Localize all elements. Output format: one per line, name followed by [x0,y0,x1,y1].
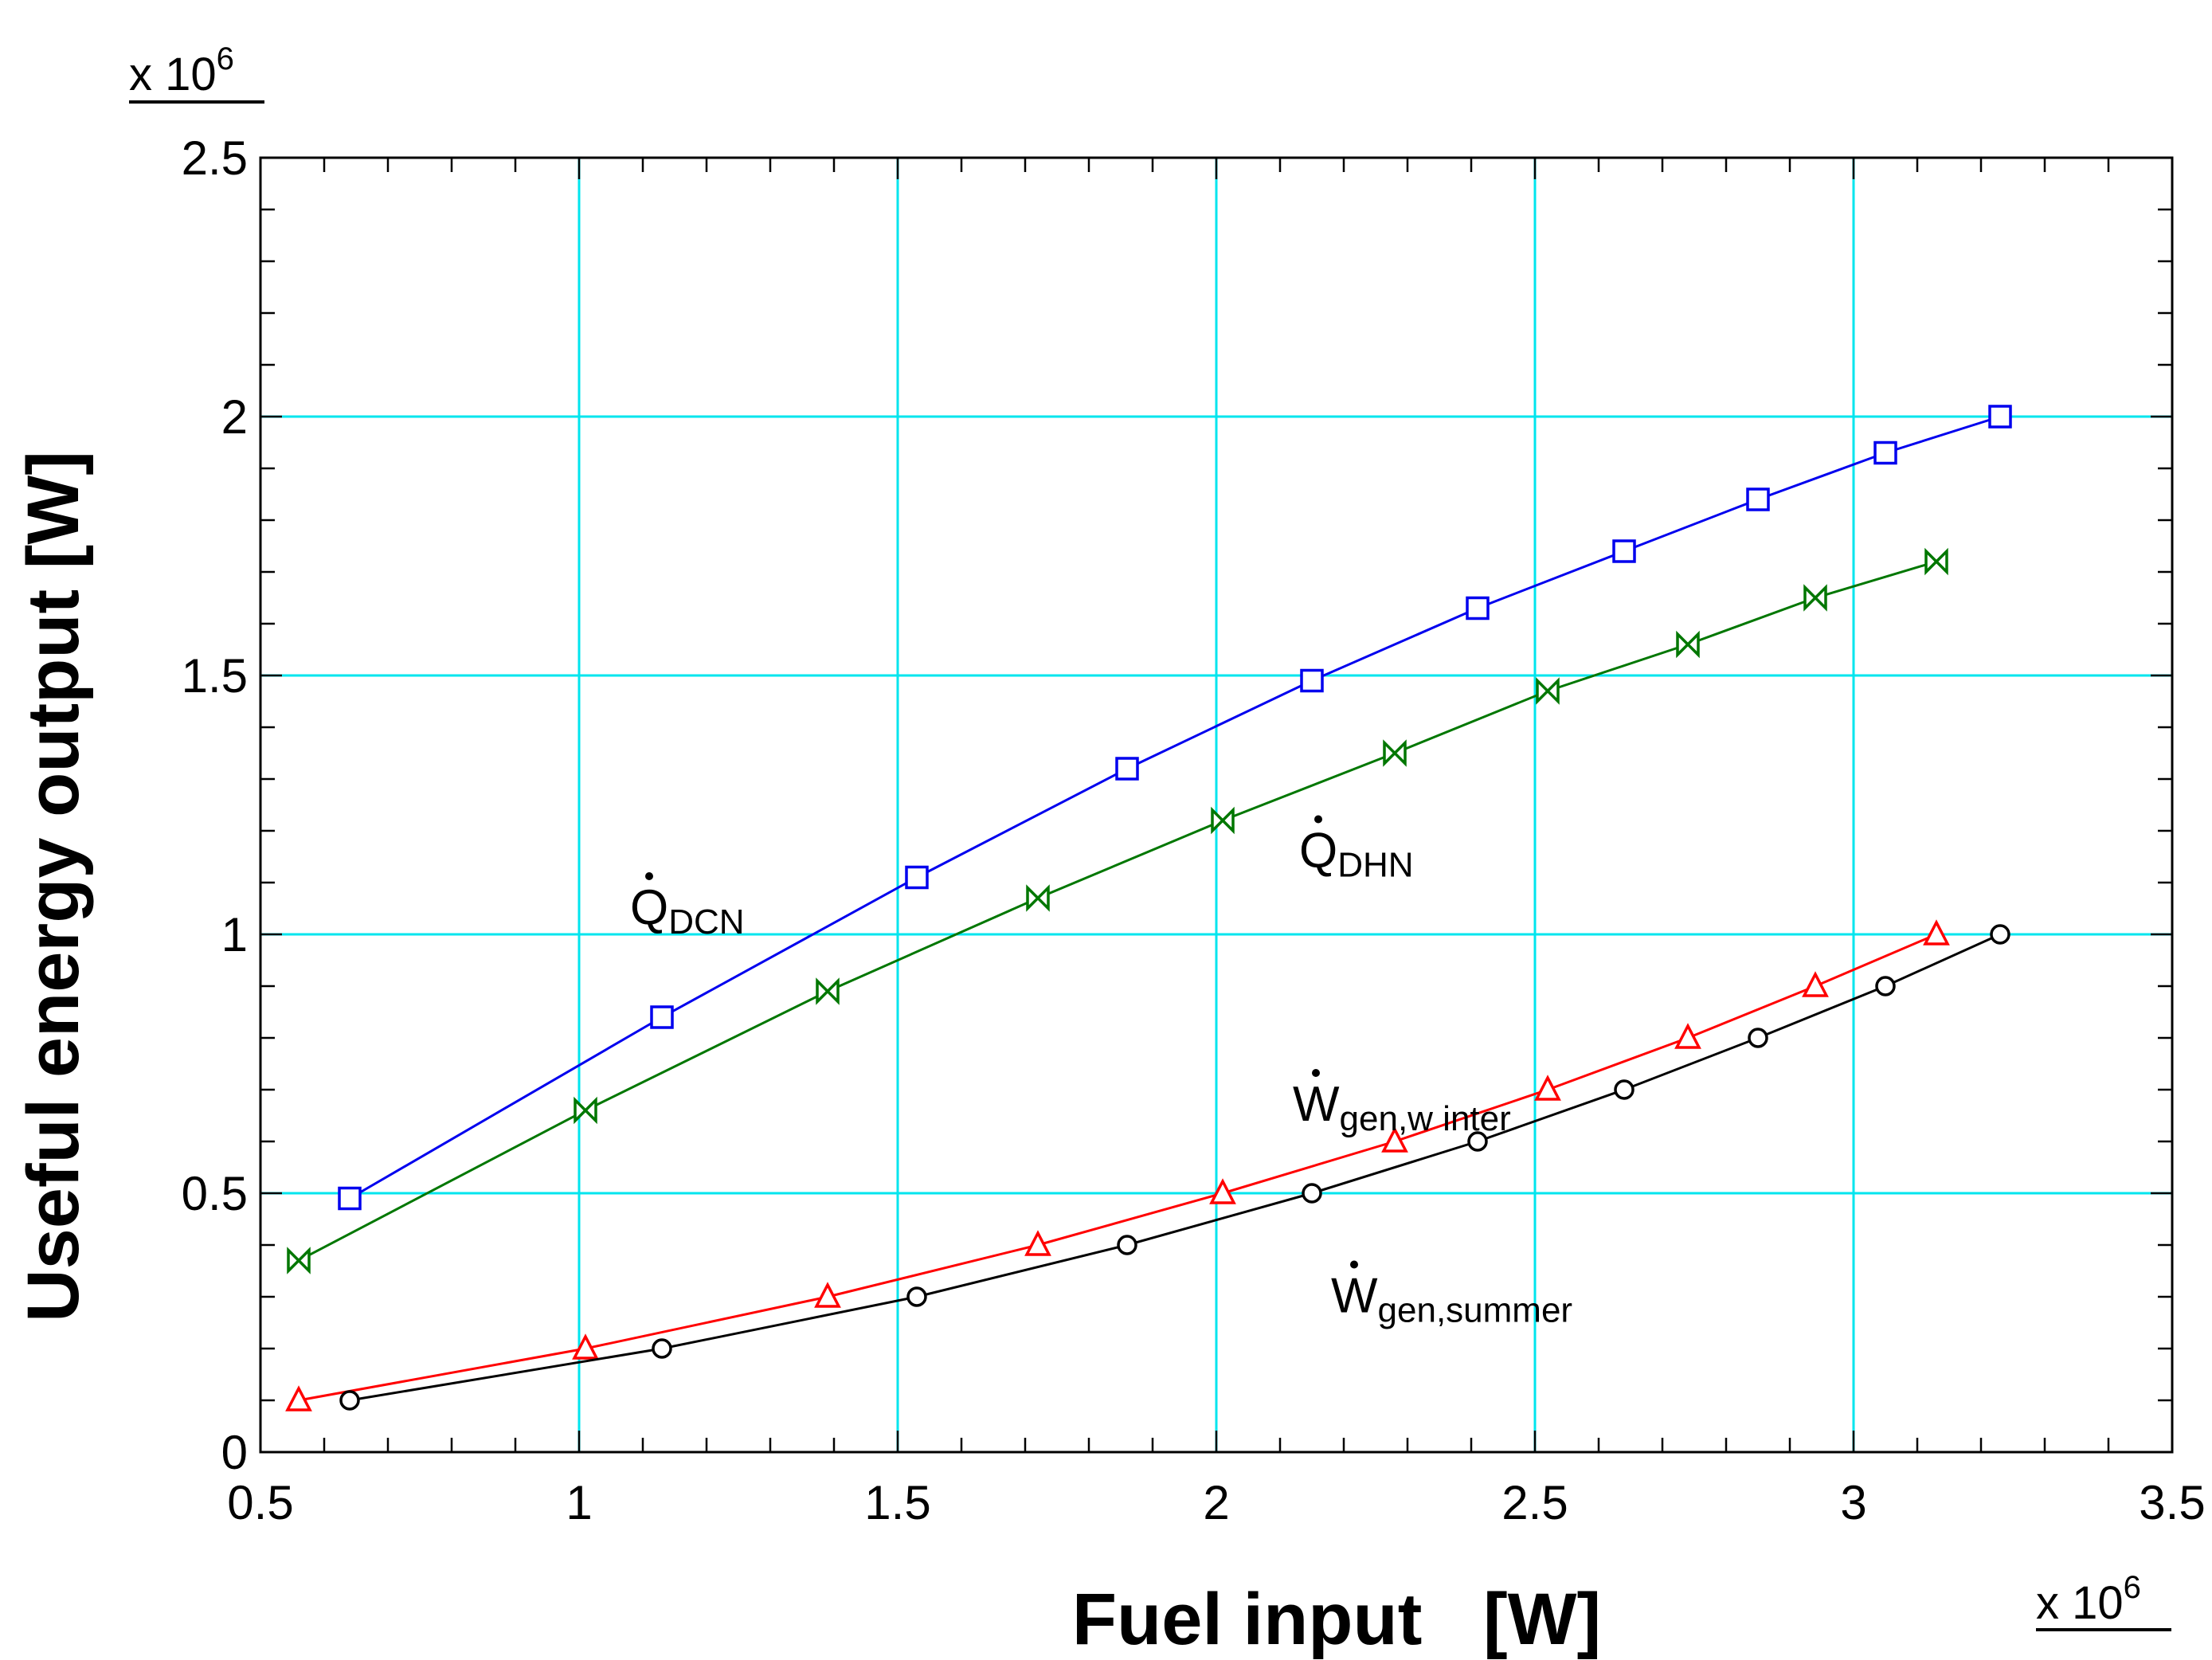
minor-ticks [259,156,2174,1454]
series-q-dcn [338,405,2012,1211]
annotation-dhn: QDHN [1299,815,1414,885]
data-point-triangle [814,1282,841,1308]
y-tick-label: 0.5 [182,1167,248,1220]
data-point-circle [339,1390,360,1411]
data-point-square [1612,539,1636,563]
y-tick-label: 1 [221,908,248,961]
data-point-circle [906,1286,927,1307]
annotation-subscript: gen,summer [1378,1291,1573,1330]
annotation-dot [1312,1069,1320,1077]
data-point-circle [1614,1079,1635,1100]
annotation-text: Wgen,summer [1331,1269,1572,1330]
data-point-triangle [1209,1178,1236,1204]
y-axis-title: Useful energy output [W] [13,451,94,1322]
annotation-subscript: DHN [1337,846,1413,885]
data-point-square [1466,596,1490,621]
series-line [349,933,2001,1402]
data-point-square [1115,757,1139,781]
data-point-bowtie [1924,547,1948,576]
annotation-text: Wgen,w inter [1293,1077,1511,1138]
x-axis-title: Fuel input [W] [1072,1579,1601,1660]
annotation-subscript: DCN [668,902,744,942]
y-tick-label: 2.5 [182,131,248,185]
grid [260,158,2172,1452]
annotation-text: QDCN [630,880,745,942]
annotation-dot [1314,815,1322,824]
y-multiplier-base: x 10 [129,49,217,100]
data-point-circle [1875,976,1896,996]
data-point-bowtie [1676,630,1700,659]
series-w-gen-winter [285,919,1950,1411]
annotation-gen-w-inter: Wgen,w inter [1293,1069,1511,1138]
tick-labels: 0.5 1 1.5 2 2.5 3 3.500.511.522.5 [182,131,2206,1529]
series-line [349,415,2001,1200]
data-point-square [650,1005,674,1029]
plot-frame [259,156,2174,1454]
x-tick-label: 2.5 [1501,1476,1568,1529]
data-point-square [1300,668,1324,693]
annotation-text: QDHN [1299,824,1414,885]
data-point-square [338,1186,362,1211]
annotation-gen-summer: Wgen,summer [1331,1260,1572,1330]
annotation-symbol: W [1331,1269,1378,1324]
series-q-dhn [287,547,1948,1274]
data-point-square [1746,487,1770,511]
x-tick-label: 0.5 [227,1476,293,1529]
data-point-triangle [1381,1126,1408,1153]
data-point-triangle [1674,1023,1701,1049]
annotation-symbol: W [1293,1077,1340,1132]
y-tick-label: 0 [221,1426,248,1479]
data-point-bowtie [1383,739,1407,767]
x-tick-label: 3.5 [2139,1476,2205,1529]
annotation-symbol: Q [630,880,668,935]
data-point-triangle [572,1333,599,1360]
annotation-subscript: gen,w inter [1340,1099,1511,1138]
data-point-circle [1467,1131,1488,1152]
annotation-symbol: Q [1299,824,1337,879]
data-point-circle [652,1338,672,1359]
x-tick-label: 2 [1203,1476,1229,1529]
data-point-square [1873,440,1897,465]
x-tick-label: 1 [566,1476,592,1529]
data-point-triangle [1024,1230,1051,1256]
data-point-bowtie [1803,584,1827,612]
series-line [298,933,1937,1402]
data-point-bowtie [1211,806,1235,835]
x-multiplier-base: x 10 [2036,1577,2124,1629]
y-tick-label: 1.5 [182,649,248,703]
y-multiplier-exponent: 6 [217,41,234,76]
data-point-square [905,865,929,890]
x-multiplier-exponent: 6 [2124,1570,2141,1605]
data-point-triangle [1534,1075,1561,1101]
annotation-dot [1350,1260,1358,1269]
x-tick-label: 3 [1840,1476,1866,1529]
svg-text:x 106: x 106 [129,41,234,100]
series-line [298,560,1937,1262]
svg-text:x 106: x 106 [2036,1570,2141,1629]
series-w-gen-summer [339,924,2010,1411]
data-point-circle [1990,924,2010,945]
y-axis-multiplier: x 106 [129,41,264,104]
x-axis-multiplier: x 106 [2036,1570,2171,1631]
data-point-triangle [1923,919,1950,945]
series [285,405,2012,1411]
data-point-triangle [1802,971,1829,997]
data-point-bowtie [287,1247,311,1274]
annotation-dcn: QDCN [630,872,745,942]
data-point-circle [1117,1235,1137,1255]
data-point-circle [1302,1183,1322,1204]
data-point-bowtie [574,1096,597,1125]
data-point-bowtie [816,977,840,1005]
data-point-bowtie [1536,677,1560,705]
annotation-dot [645,872,653,880]
x-tick-label: 1.5 [864,1476,930,1529]
data-point-triangle [285,1385,312,1411]
data-point-bowtie [1026,884,1050,912]
data-point-circle [1748,1028,1768,1048]
data-point-square [1988,405,2012,429]
y-tick-label: 2 [221,390,248,444]
